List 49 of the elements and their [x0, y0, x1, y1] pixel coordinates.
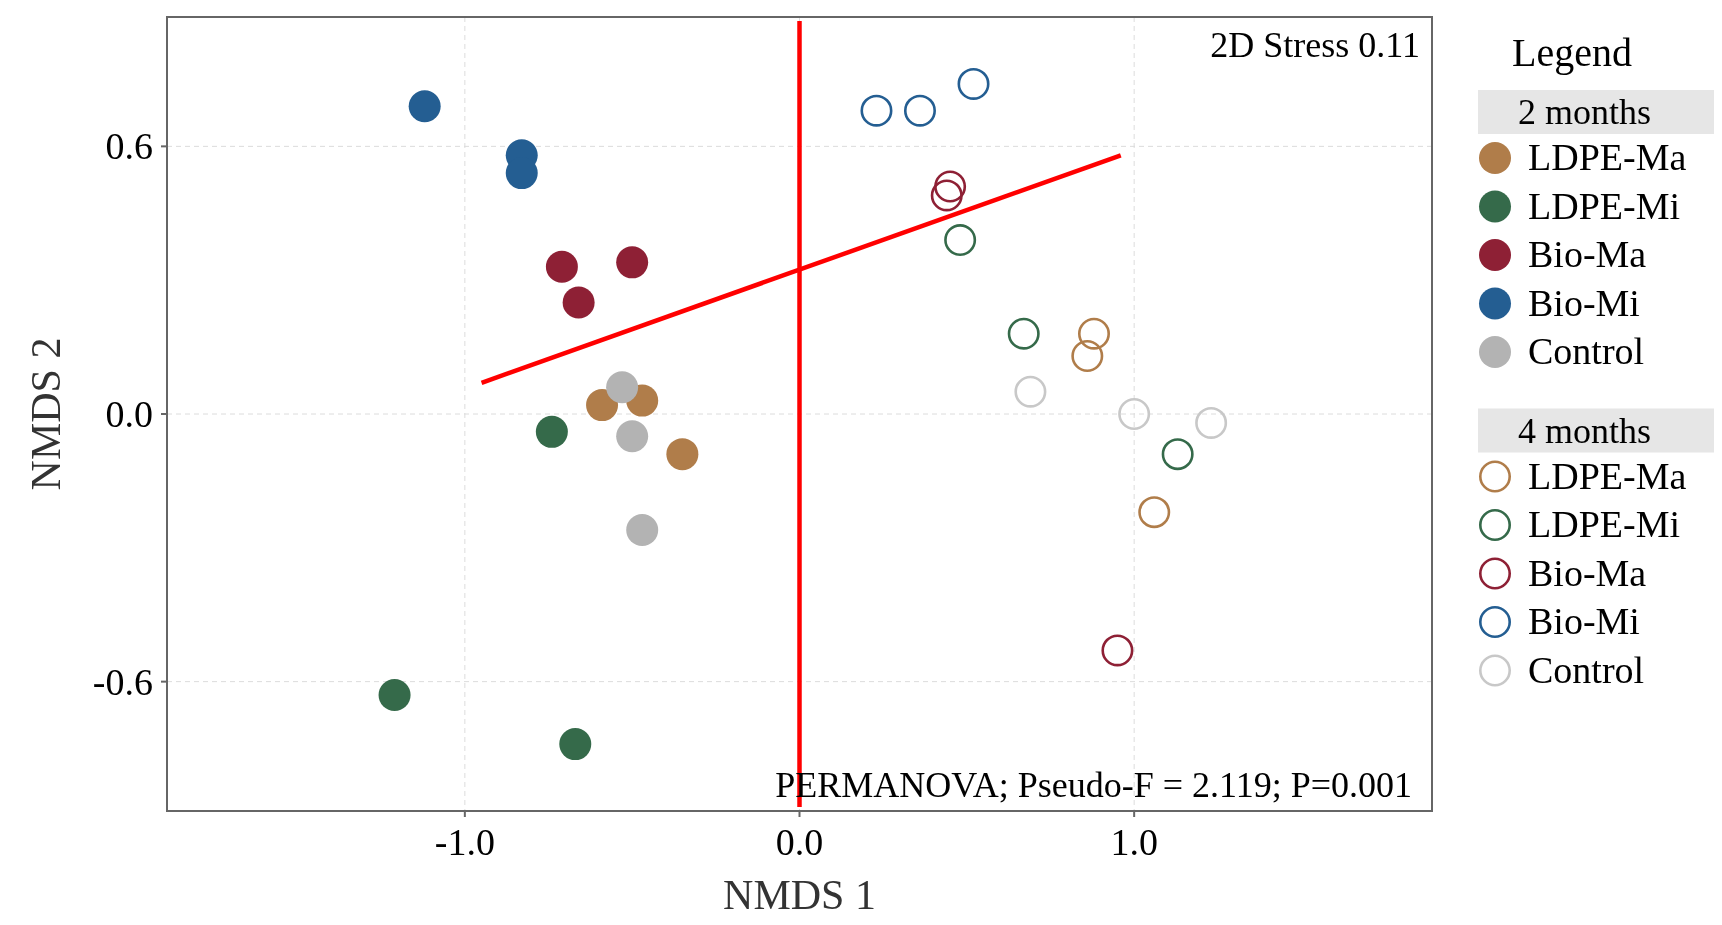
point — [408, 90, 441, 123]
point — [378, 679, 411, 712]
point — [1101, 634, 1134, 667]
point — [545, 250, 578, 283]
point — [930, 179, 963, 212]
legend-label: Bio-Mi — [1528, 600, 1640, 642]
legend-label: Control — [1528, 330, 1645, 372]
point — [626, 513, 659, 546]
point — [934, 170, 967, 203]
annotation: 2D Stress 0.11 — [1210, 25, 1420, 65]
legend-label: Bio-Ma — [1528, 233, 1647, 275]
x-tick-label: 0.0 — [775, 821, 824, 863]
y-axis-title: NMDS 2 — [23, 337, 69, 491]
point — [666, 438, 699, 471]
point — [535, 415, 568, 448]
text: 4 months — [1518, 410, 1652, 451]
point — [1195, 406, 1228, 439]
legend-label: Bio-Ma — [1528, 551, 1647, 594]
y-tick-label: -0.6 — [92, 660, 153, 703]
point — [957, 67, 990, 100]
point — [1014, 375, 1047, 408]
point — [562, 286, 595, 319]
y-tick-label: 0.0 — [105, 393, 153, 435]
point — [860, 94, 893, 127]
point — [1138, 496, 1171, 529]
point — [606, 371, 639, 404]
point — [1007, 317, 1040, 350]
legend-label: Control — [1528, 648, 1645, 691]
legend-label: Bio-Mi — [1528, 281, 1640, 324]
text: 2 months — [1518, 92, 1652, 132]
point — [903, 94, 936, 127]
legend-title: Legend — [1512, 30, 1632, 75]
x-tick-label: -1.0 — [434, 821, 495, 863]
point — [1118, 398, 1151, 430]
point — [559, 728, 592, 761]
point — [616, 420, 649, 453]
y-tick-label: 0.6 — [105, 125, 153, 168]
point — [1071, 340, 1104, 373]
point — [1161, 438, 1194, 471]
x-tick-label: 1.0 — [1110, 821, 1158, 863]
point — [1078, 317, 1110, 350]
x-axis-title: NMDS 1 — [723, 872, 876, 918]
point — [616, 246, 649, 279]
legend-label: LDPE-Ma — [1528, 136, 1687, 178]
legend-label: LDPE-Mi — [1528, 503, 1680, 545]
legend-label: LDPE-Ma — [1528, 454, 1687, 497]
point — [944, 224, 977, 257]
legend-label: LDPE-Mi — [1528, 184, 1680, 227]
point — [586, 389, 619, 422]
